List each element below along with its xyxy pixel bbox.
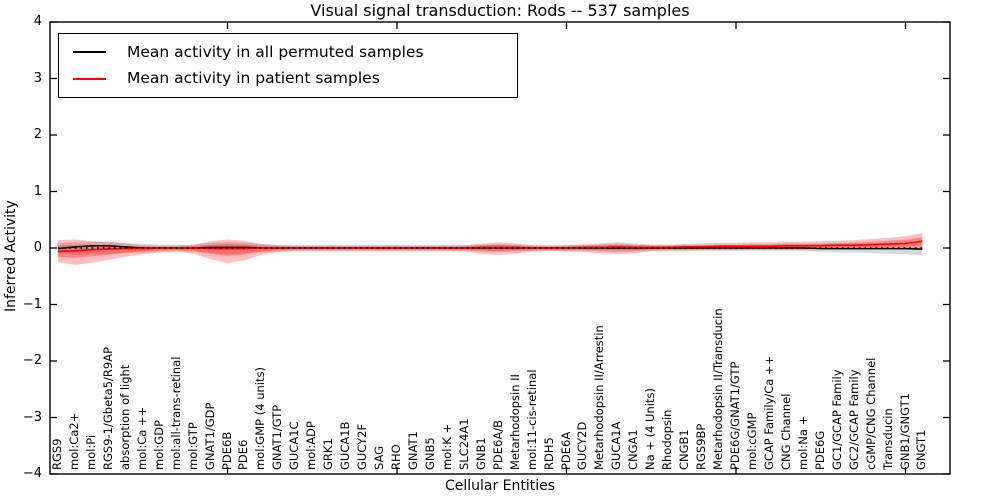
y-tick-label: 0 <box>33 240 42 255</box>
x-category-label: mol:all-trans-retinal <box>168 356 183 470</box>
x-category-label: GUCA1A <box>609 421 624 470</box>
x-category-label: cGMP/CNG Channel <box>863 357 878 470</box>
legend-item-patient: Mean activity in patient samples <box>59 68 517 87</box>
y-tick-label: 4 <box>33 14 42 29</box>
x-category-label: GC1/GCAP Family <box>829 369 844 470</box>
x-category-label: CNGA1 <box>626 429 641 470</box>
legend: Mean activity in all permuted samples Me… <box>58 33 518 98</box>
legend-label-permuted: Mean activity in all permuted samples <box>127 42 424 61</box>
x-category-label: mol:GMP (4 units) <box>253 367 268 470</box>
legend-item-permuted: Mean activity in all permuted samples <box>59 42 517 61</box>
x-category-label: GUCY2F <box>355 423 370 470</box>
x-category-label: absorption of light <box>117 364 132 470</box>
x-category-label: CNG Channel <box>778 393 793 470</box>
x-category-label: PDE6A <box>558 431 573 470</box>
x-category-label: mol:GDP <box>151 419 166 470</box>
x-category-label: GUCY2D <box>575 421 590 470</box>
x-category-label: GC2/GCAP Family <box>846 369 861 470</box>
chart-title: Visual signal transduction: Rods -- 537 … <box>310 1 690 20</box>
x-category-label: GRK1 <box>321 438 336 470</box>
x-category-label: Metarhodopsin II <box>507 374 522 470</box>
legend-line-sample-patient <box>73 77 106 80</box>
x-axis-title: Cellular Entities <box>444 478 556 494</box>
x-category-label: Na + (4 Units) <box>643 388 658 470</box>
x-category-label: Transducin <box>880 408 895 470</box>
x-category-label: GUCA1C <box>287 421 302 470</box>
legend-line-sample-permuted <box>73 51 106 54</box>
x-category-label: mol:Pi <box>83 434 98 470</box>
x-category-label: RGS9-1/Gbeta5/R9AP <box>100 346 115 470</box>
y-tick-label: −1 <box>22 296 42 312</box>
x-category-label: GNGT1 <box>914 429 929 470</box>
x-category-label: PDE6G/GNAT1/GTP <box>728 361 742 470</box>
y-tick-label: 3 <box>33 70 42 86</box>
x-category-label: mol:11-cis-retinal <box>524 369 539 470</box>
x-category-label: PDE6G <box>812 430 827 470</box>
x-category-label: GNB5 <box>422 437 437 470</box>
x-category-label: mol:Ca2+ <box>66 412 81 470</box>
y-tick-label: −3 <box>22 409 42 425</box>
band-patient-outer <box>58 233 923 265</box>
y-tick-label: 2 <box>33 127 42 142</box>
x-category-label: PDE6B <box>219 431 234 470</box>
x-category-label: SLC24A1 <box>456 418 471 470</box>
x-category-label: GNAT1/GTP <box>270 404 285 470</box>
x-category-label: PDE6A/B <box>490 419 505 470</box>
x-category-label: RGS9 <box>50 438 64 470</box>
x-category-label: mol:GTP <box>185 422 200 470</box>
x-category-label: GNB1/GNGT1 <box>897 393 912 470</box>
x-category-label: GNB1 <box>473 437 488 470</box>
x-category-label: Rhodopsin <box>660 409 675 470</box>
x-category-label: GNAT1 <box>405 431 420 470</box>
x-category-label: Metarhodopsin II/Arrestin <box>592 325 607 470</box>
x-category-label: GCAP Family/Ca ++ <box>761 355 776 470</box>
y-tick-label: −4 <box>22 466 42 481</box>
x-category-label: mol:Na + <box>795 415 810 470</box>
x-category-label: RDH5 <box>541 437 556 470</box>
x-category-label: GNAT1/GDP <box>202 402 217 470</box>
y-tick-label: −2 <box>22 353 42 368</box>
x-category-label: PDE6 <box>236 439 251 470</box>
x-category-label: Metarhodopsin II/Transducin <box>711 308 726 470</box>
x-category-label: RHO <box>389 444 403 470</box>
x-category-label: GUCA1B <box>338 421 353 470</box>
x-category-label: mol:ADP <box>304 421 319 470</box>
x-category-label: SAG <box>372 445 387 470</box>
legend-label-patient: Mean activity in patient samples <box>127 68 380 87</box>
y-tick-label: 1 <box>33 183 42 199</box>
x-category-label: CNGB1 <box>677 429 692 470</box>
x-category-label: RGS9BP <box>694 423 709 470</box>
x-category-label: mol:Ca ++ <box>134 406 149 470</box>
x-category-label: mol:cGMP <box>744 412 759 470</box>
x-category-label: mol:K + <box>439 423 454 470</box>
